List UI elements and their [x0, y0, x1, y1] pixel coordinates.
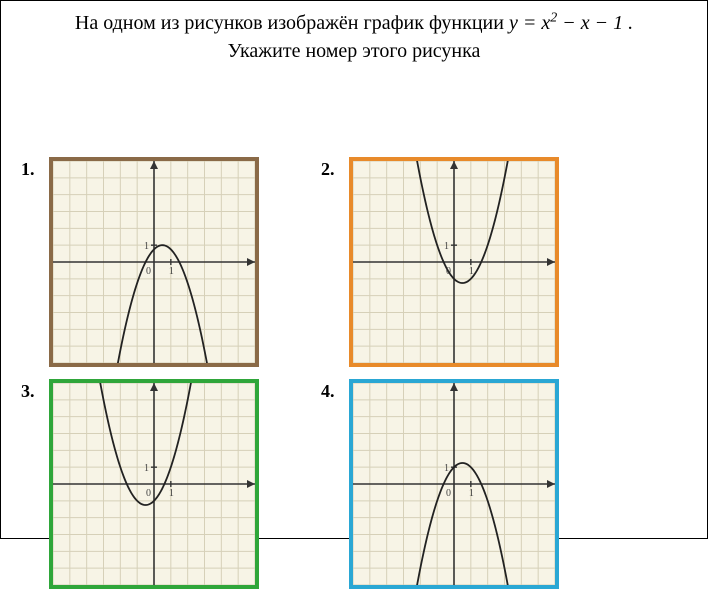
svg-text:1: 1	[144, 463, 149, 474]
svg-text:0: 0	[146, 266, 151, 277]
question-line1-prefix: На одном из рисунков изображён график фу…	[75, 12, 509, 34]
svg-text:0: 0	[446, 488, 451, 499]
svg-text:1: 1	[169, 488, 174, 499]
chart-frame: 011	[349, 157, 559, 367]
svg-text:1: 1	[444, 463, 449, 474]
function-formula: y = x2 − x − 1 .	[509, 12, 633, 34]
svg-text:1: 1	[444, 241, 449, 252]
svg-text:1: 1	[144, 241, 149, 252]
panel-number: 2.	[321, 159, 335, 180]
question-line2: Укажите номер этого рисунка	[228, 40, 481, 62]
chart-svg: 0 1 1	[53, 161, 255, 363]
panel-number: 3.	[21, 381, 35, 402]
svg-text:0: 0	[146, 488, 151, 499]
chart-frame: 0 1 1	[49, 379, 259, 589]
panel-number: 1.	[21, 159, 35, 180]
svg-text:1: 1	[469, 488, 474, 499]
question-text: На одном из рисунков изображён график фу…	[1, 1, 707, 69]
chart-svg: 0 1 1	[53, 383, 255, 585]
problem-card: На одном из рисунков изображён график фу…	[0, 0, 708, 539]
chart-frame: 0 1 1	[349, 379, 559, 589]
chart-svg: 0 1 1	[353, 383, 555, 585]
chart-svg: 011	[353, 161, 555, 363]
chart-frame: 0 1 1	[49, 157, 259, 367]
svg-text:1: 1	[169, 266, 174, 277]
panel-number: 4.	[321, 381, 335, 402]
